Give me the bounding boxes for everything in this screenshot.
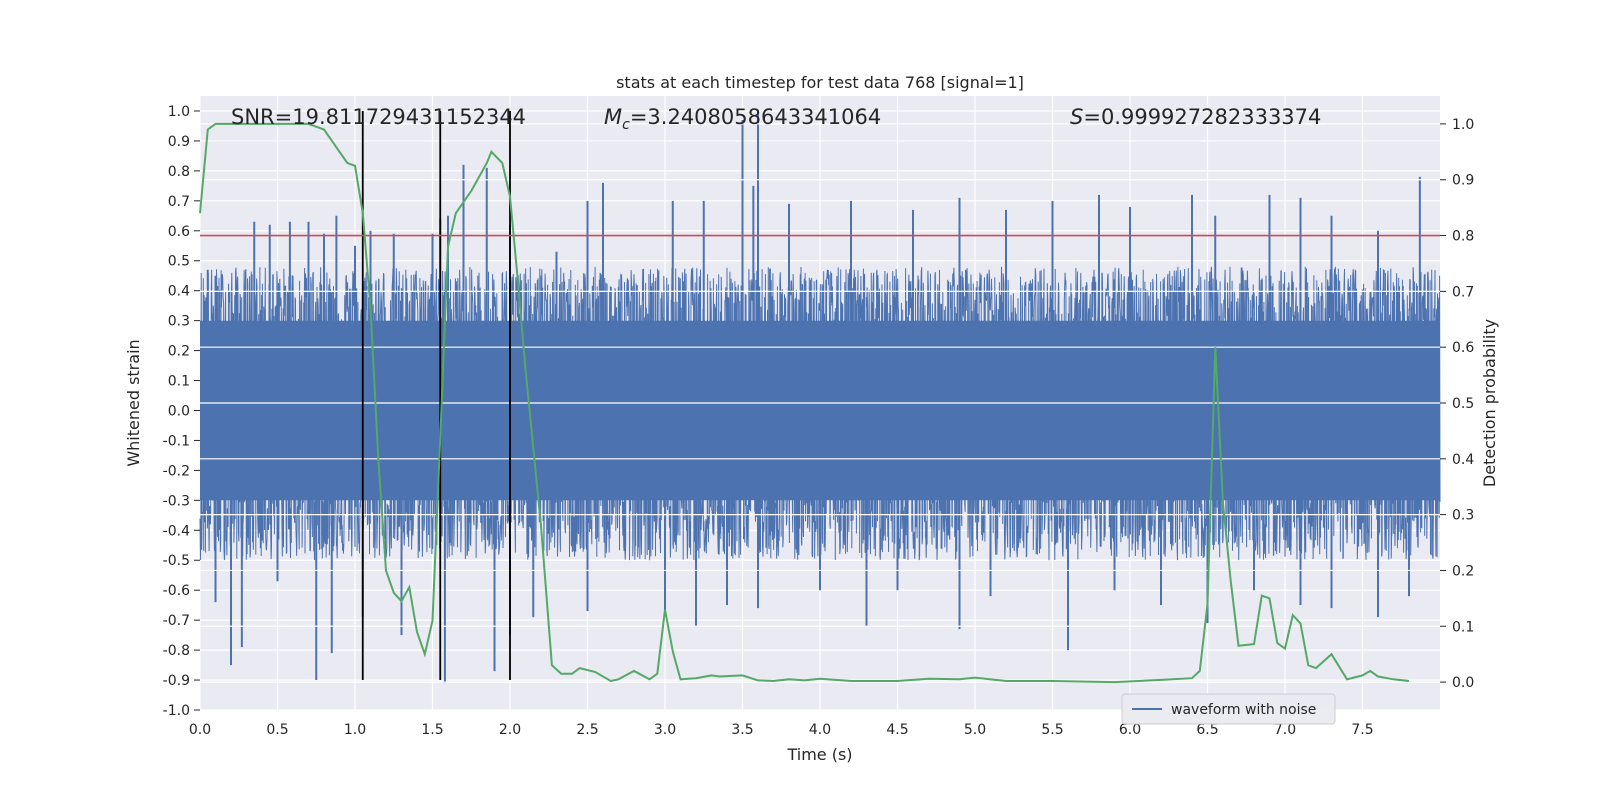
x-axis-ticks: 0.0 0.5 1.0 1.5 2.0 2.5 3.0 3.5 4.0 4.5 5.0 5.5 6.0 6… — [189, 722, 1374, 738]
right-tick-label: 0.5 — [1452, 396, 1474, 412]
x-tick-label: 3.0 — [654, 722, 676, 738]
chirp-mass-subscript: c — [622, 117, 630, 133]
left-tick-label: 1.0 — [168, 104, 190, 120]
x-tick-label: 5.5 — [1041, 722, 1063, 738]
x-tick-label: 1.0 — [344, 722, 366, 738]
right-tick-label: 0.3 — [1452, 508, 1474, 524]
x-tick-label: 4.5 — [886, 722, 908, 738]
x-tick-label: 6.5 — [1196, 722, 1218, 738]
chart-title: stats at each timestep for test data 768… — [616, 73, 1024, 92]
left-tick-label: -0.5 — [163, 553, 190, 569]
probability-series — [199, 122, 1410, 684]
right-tick-label: 0.0 — [1452, 675, 1474, 691]
probability-line — [199, 122, 1410, 684]
waveform-line — [199, 266, 1441, 561]
x-tick-label: 0.0 — [189, 722, 211, 738]
right-tick-label: 0.6 — [1452, 340, 1474, 356]
x-tick-label: 7.0 — [1274, 722, 1296, 738]
right-tick-label: 0.1 — [1452, 619, 1474, 635]
left-tick-label: 0.1 — [168, 374, 190, 390]
right-axis-label: Detection probability — [1480, 319, 1499, 487]
x-tick-label: 0.5 — [266, 722, 288, 738]
left-tick-label: -0.6 — [163, 583, 190, 599]
chirp-mass-annotation: Mc=3.2408058643341064 — [604, 105, 881, 133]
x-tick-label: 3.5 — [731, 722, 753, 738]
left-tick-label: 0.9 — [168, 134, 190, 150]
right-axis-ticks: 0.0 0.1 0.2 0.3 0.4 0.5 0.6 0.7 0.8 0.9 1.0 — [1440, 117, 1474, 691]
right-tick-label: 0.4 — [1452, 452, 1474, 468]
left-tick-label: -1.0 — [163, 703, 190, 719]
right-tick-label: 0.2 — [1452, 563, 1474, 579]
left-tick-label: 0.2 — [168, 344, 190, 360]
waveform-series — [199, 110, 1441, 684]
chirp-mass-symbol: M — [604, 105, 622, 129]
legend-label: waveform with noise — [1171, 702, 1316, 718]
left-axis-ticks: -1.0 -0.9 -0.8 -0.7 -0.6 -0.5 -0.4 -0.3 -0.2 -0.1… — [163, 104, 200, 719]
x-tick-label: 7.5 — [1351, 722, 1373, 738]
left-tick-label: 0.6 — [168, 224, 190, 240]
score-annotation: S=0.999927282333374 — [1070, 105, 1321, 129]
x-axis-label: Time (s) — [786, 745, 852, 764]
left-tick-label: -0.1 — [163, 433, 190, 449]
left-tick-label: 0.4 — [168, 284, 190, 300]
legend: waveform with noise — [1121, 693, 1336, 725]
left-tick-label: -0.2 — [163, 463, 190, 479]
x-tick-label: 2.0 — [499, 722, 521, 738]
score-value: =0.999927282333374 — [1083, 105, 1321, 129]
x-tick-label: 5.0 — [964, 722, 986, 738]
left-tick-label: -0.8 — [163, 643, 190, 659]
left-tick-label: 0.0 — [168, 403, 190, 419]
left-tick-label: 0.8 — [168, 164, 190, 180]
x-tick-label: 2.5 — [576, 722, 598, 738]
right-tick-label: 0.8 — [1452, 229, 1474, 245]
right-tick-label: 0.9 — [1452, 173, 1474, 189]
left-axis-label: Whitened strain — [124, 339, 143, 466]
left-tick-label: 0.5 — [168, 254, 190, 270]
left-tick-label: 0.7 — [168, 194, 190, 210]
chirp-mass-value: =3.2408058643341064 — [630, 105, 881, 129]
left-tick-label: 0.3 — [168, 314, 190, 330]
x-tick-label: 1.5 — [421, 722, 443, 738]
right-tick-label: 0.7 — [1452, 284, 1474, 300]
left-tick-label: -0.7 — [163, 613, 190, 629]
left-tick-label: -0.4 — [163, 523, 190, 539]
legend-box — [1121, 693, 1336, 725]
score-symbol: S — [1070, 105, 1083, 129]
x-tick-label: 4.0 — [809, 722, 831, 738]
left-tick-label: -0.3 — [163, 493, 190, 509]
snr-annotation: SNR=19.811729431152344 — [231, 105, 526, 129]
left-tick-label: -0.9 — [163, 673, 190, 689]
x-tick-label: 6.0 — [1119, 722, 1141, 738]
right-tick-label: 1.0 — [1452, 117, 1474, 133]
